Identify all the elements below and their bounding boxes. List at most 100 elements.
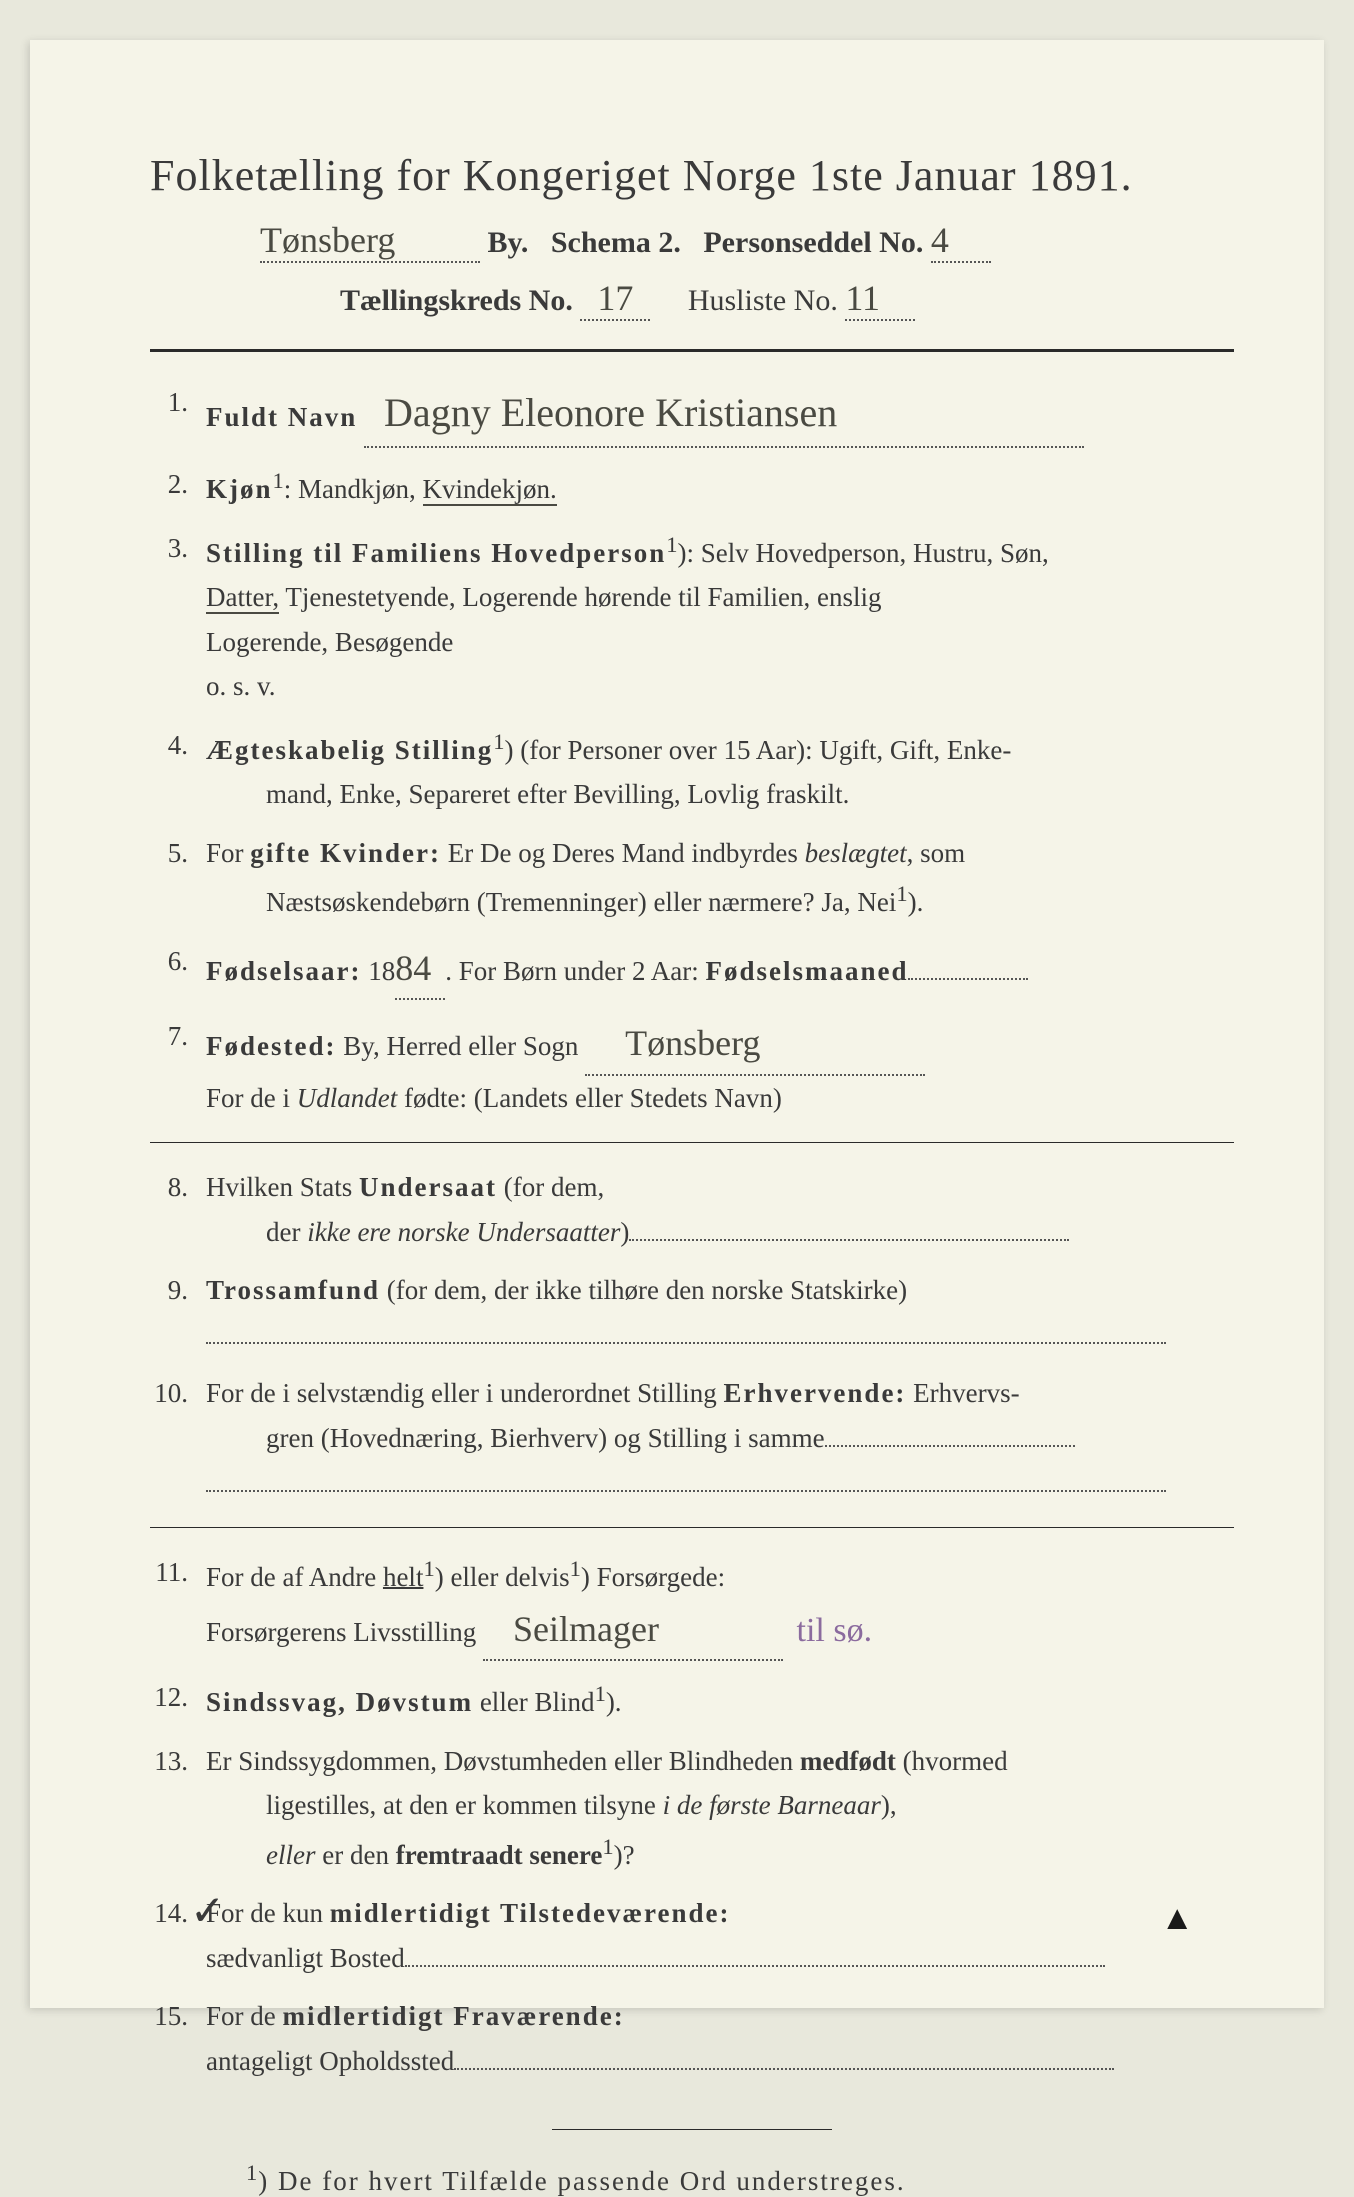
i5-pre: For — [206, 838, 250, 868]
page-title: Folketælling for Kongeriget Norge 1ste J… — [150, 150, 1234, 201]
i13-l3b: er den — [315, 1840, 395, 1870]
i15-pre: For de — [206, 2001, 283, 2031]
footnote: 1) De for hvert Tilfælde passende Ord un… — [150, 2160, 1234, 2197]
i3-l2: Tjenestetyende, Logerende hørende til Fa… — [279, 582, 881, 612]
item-8: 8. Hvilken Stats Undersaat (for dem, der… — [150, 1165, 1234, 1254]
i10-blank2 — [206, 1490, 1166, 1492]
i11-r1: ) Forsørgede: — [581, 1562, 725, 1592]
livsstilling-hand: Seilmager — [513, 1600, 659, 1659]
i15-blank — [454, 2068, 1114, 2070]
label-stilling: Stilling til Familiens Hovedperson — [206, 538, 666, 568]
i11-mid: ) eller delvis — [435, 1562, 570, 1592]
sup-5: 1 — [896, 881, 907, 906]
num-2: 2. — [150, 462, 206, 512]
label-sindssvag: Sindssvag, Døvstum — [206, 1687, 473, 1717]
i12-rest: eller Blind — [473, 1687, 594, 1717]
i10-blank1 — [825, 1445, 1075, 1447]
i4-r2: mand, Enke, Separeret efter Bevilling, L… — [206, 779, 849, 809]
i5-r2: Næstsøskendebørn (Tremenninger) eller næ… — [206, 887, 896, 917]
livsstilling-hand-purple: til sø. — [797, 1612, 873, 1649]
i13-l2b: ), — [881, 1790, 897, 1820]
i7-r2a: For de i — [206, 1083, 297, 1113]
by-label: By. — [488, 226, 529, 259]
i3-l3: Logerende, Besøgende — [206, 627, 453, 657]
item-7: 7. Fødested: By, Herred eller Sogn Tønsb… — [150, 1014, 1234, 1120]
i8-pre: Hvilken Stats — [206, 1172, 359, 1202]
person-no: 4 — [931, 219, 949, 261]
footnote-text: ) De for hvert Tilfælde passende Ord und… — [258, 2166, 905, 2196]
sup-11a: 1 — [423, 1556, 434, 1581]
sup-3: 1 — [666, 532, 677, 557]
kreds-no: 17 — [597, 277, 633, 319]
num-7: 7. — [150, 1014, 206, 1120]
year-handwritten: 84 — [395, 939, 431, 998]
i7-r1: By, Herred eller Sogn — [336, 1031, 578, 1061]
husliste-no: 11 — [845, 277, 880, 319]
i13-b1: medfødt — [800, 1746, 896, 1776]
city-handwritten: Tønsberg — [260, 219, 395, 261]
i12-r2: ). — [606, 1687, 622, 1717]
num-4: 4. — [150, 723, 206, 817]
i8-ital: ikke ere norske Undersaatter — [307, 1217, 620, 1247]
i5-r2b: ). — [908, 887, 924, 917]
arrow-icon: ▲ — [1160, 1900, 1194, 1938]
i13-l2a: ligestilles, at den er kommen tilsyne — [266, 1790, 663, 1820]
label-fravaerende: midlertidigt Fraværende: — [283, 2001, 625, 2031]
item-12: 12. Sindssvag, Døvstum eller Blind1). — [150, 1675, 1234, 1725]
item-11: 11. For de af Andre helt1) eller delvis1… — [150, 1550, 1234, 1661]
label-undersaat: Undersaat — [359, 1172, 497, 1202]
i11-helt: helt — [383, 1562, 424, 1592]
rule-mid-2 — [150, 1527, 1234, 1528]
item-13: 13. Er Sindssygdommen, Døvstumheden elle… — [150, 1739, 1234, 1878]
num-15: 15. — [150, 1994, 206, 2083]
num-9: 9. — [150, 1268, 206, 1357]
i13-l3c: )? — [614, 1840, 635, 1870]
sup-11b: 1 — [570, 1556, 581, 1581]
i11-l2: Forsørgerens Livsstilling — [206, 1617, 476, 1647]
i4-r1: ) (for Personer over 15 Aar): Ugift, Gif… — [505, 735, 1012, 765]
month-blank — [908, 978, 1028, 980]
kvindekjon-underlined: Kvindekjøn. — [423, 474, 557, 506]
num-6: 6. — [150, 939, 206, 1000]
label-gifte: gifte Kvinder: — [250, 838, 441, 868]
num-11: 11. — [150, 1550, 206, 1661]
i15-l2: antageligt Opholdssted — [206, 2046, 454, 2076]
footnote-mark: 1 — [246, 2160, 258, 2185]
i3-l4: o. s. v. — [206, 671, 276, 701]
name-handwritten: Dagny Eleonore Kristiansen — [384, 380, 837, 446]
num-12: 12. — [150, 1675, 206, 1725]
item-4: 4. Ægteskabelig Stilling1) (for Personer… — [150, 723, 1234, 817]
i10-r1: Erhvervs- — [906, 1378, 1019, 1408]
num-1: 1. — [150, 380, 206, 448]
item-5: 5. For gifte Kvinder: Er De og Deres Man… — [150, 831, 1234, 925]
num-8: 8. — [150, 1165, 206, 1254]
i13-r1: (hvormed — [896, 1746, 1008, 1776]
i13-l3a: eller — [266, 1840, 315, 1870]
label-tilstedevaerende: midlertidigt Tilstedeværende: — [330, 1898, 731, 1928]
datter-underlined: Datter, — [206, 582, 279, 614]
rule-top — [150, 349, 1234, 352]
i9-rest: (for dem, der ikke tilhøre den norske St… — [380, 1275, 907, 1305]
i8-r1: (for dem, — [497, 1172, 604, 1202]
sup-12: 1 — [595, 1681, 606, 1706]
label-erhvervende: Erhvervende: — [723, 1378, 906, 1408]
label-fodselsaar: Fødselsaar: — [206, 956, 361, 986]
i11-pre: For de af Andre — [206, 1562, 383, 1592]
label-kjon: Kjøn — [206, 474, 273, 504]
i7-ital: Udlandet — [297, 1083, 398, 1113]
rest-2: : Mandkjøn, — [284, 474, 423, 504]
label-fodested: Fødested: — [206, 1031, 336, 1061]
num-5: 5. — [150, 831, 206, 925]
label-fodselsmaaned: Fødselsmaaned — [705, 956, 908, 986]
husliste-label: Husliste No. — [688, 284, 838, 317]
i9-blank — [206, 1342, 1166, 1344]
num-13: 13. — [150, 1739, 206, 1878]
sup-4: 1 — [493, 729, 504, 754]
label-fuldt-navn: Fuldt Navn — [206, 402, 357, 432]
label-trossamfund: Trossamfund — [206, 1275, 380, 1305]
i13-b2: fremtraadt senere — [396, 1840, 603, 1870]
birthplace-handwritten: Tønsberg — [625, 1014, 760, 1073]
item-6: 6. Fødselsaar: 1884. For Børn under 2 Aa… — [150, 939, 1234, 1000]
i6-rest: . For Børn under 2 Aar: — [445, 956, 705, 986]
num-10: 10. — [150, 1371, 206, 1505]
